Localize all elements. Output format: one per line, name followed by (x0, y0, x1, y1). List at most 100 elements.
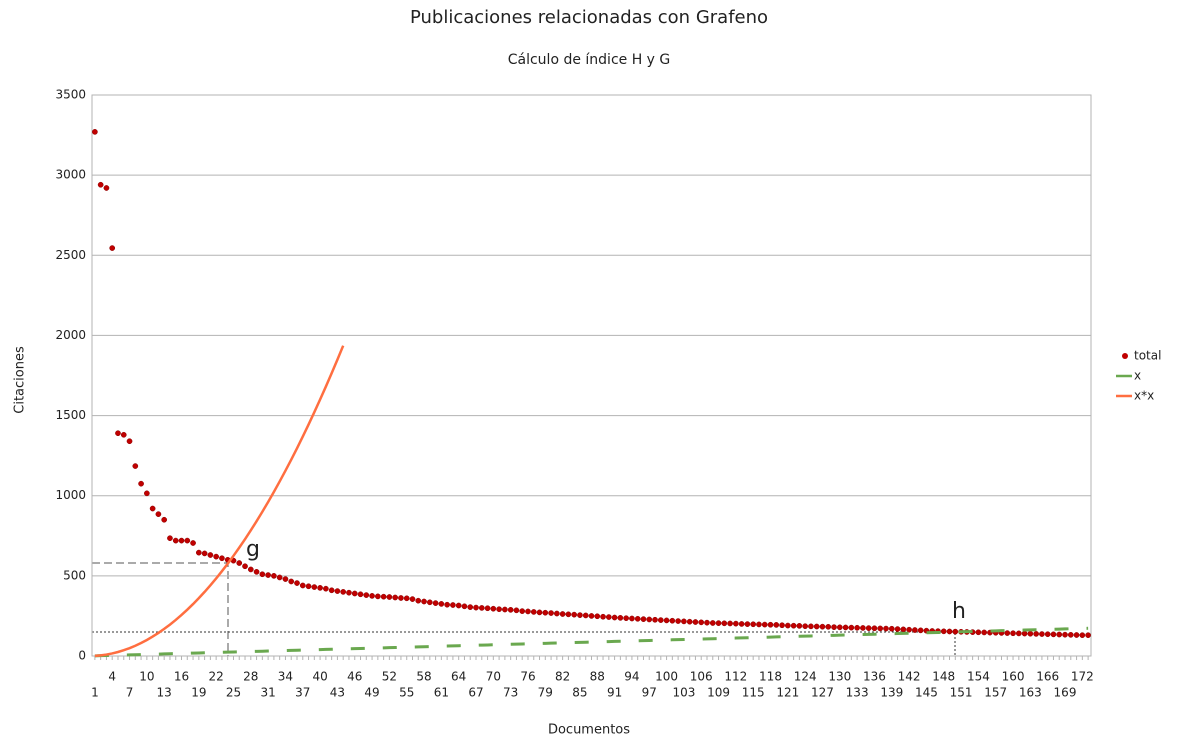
y-tick-label: 2000 (55, 328, 86, 342)
y-tick-label: 1500 (55, 408, 86, 422)
point (155, 511, 162, 517)
point (1027, 630, 1034, 637)
point (681, 618, 687, 625)
point (484, 605, 491, 612)
point (478, 605, 485, 611)
point (600, 613, 606, 620)
x-tick-label: 118 (759, 670, 782, 684)
point (860, 625, 866, 631)
point (432, 600, 439, 606)
x-tick-label: 19 (191, 686, 206, 700)
point (906, 626, 912, 633)
point (888, 625, 895, 632)
x-tick-label: 160 (1002, 670, 1025, 684)
point (201, 550, 208, 557)
point (525, 608, 531, 615)
point (357, 591, 364, 598)
point (952, 628, 959, 635)
point (721, 620, 728, 627)
point (190, 540, 196, 546)
x-tick-label: 28 (243, 670, 258, 684)
point (865, 625, 872, 631)
point (502, 606, 508, 613)
point (294, 580, 300, 586)
x-tick-label: 1 (91, 686, 99, 700)
x-tick-label: 91 (607, 686, 622, 700)
x-tick-label: 13 (157, 686, 172, 700)
point (236, 560, 243, 566)
point (415, 597, 422, 604)
point (715, 620, 722, 626)
x-tick-label: 142 (898, 670, 921, 684)
point (646, 616, 653, 623)
point (571, 611, 578, 618)
x-tick-label: 139 (880, 686, 903, 700)
point (900, 626, 907, 633)
y-tick-label: 2500 (55, 248, 86, 262)
point (363, 592, 370, 598)
point (450, 602, 456, 608)
point (617, 615, 624, 621)
x-tick-label: 46 (347, 670, 362, 684)
point (709, 620, 716, 626)
x-tick-label: 121 (776, 686, 799, 700)
point (790, 622, 797, 629)
series-line (94, 345, 345, 658)
x-tick-label: 37 (295, 686, 310, 700)
point (634, 615, 641, 622)
point (640, 616, 647, 622)
point (92, 129, 98, 135)
point (594, 613, 601, 620)
point (409, 596, 416, 602)
point (507, 606, 514, 613)
point (120, 431, 127, 438)
point (825, 623, 832, 630)
point (138, 480, 144, 487)
point (767, 621, 774, 628)
point (259, 571, 266, 578)
point (103, 185, 110, 191)
point (629, 615, 635, 622)
point (172, 537, 179, 544)
x-tick-label: 64 (451, 670, 466, 684)
point (1015, 630, 1022, 637)
x-tick-label: 40 (312, 670, 327, 684)
point (340, 589, 347, 595)
point (323, 585, 329, 592)
chart-title: Publicaciones relacionadas con Grafeno (410, 7, 768, 28)
point (490, 605, 497, 612)
point (917, 627, 924, 634)
point (704, 619, 710, 626)
point (305, 583, 312, 590)
point (149, 505, 156, 512)
point (1044, 631, 1051, 638)
x-tick-label: 103 (672, 686, 695, 700)
x-tick-label: 130 (828, 670, 851, 684)
point (577, 612, 583, 618)
point (981, 629, 988, 636)
point (109, 245, 116, 251)
point (877, 625, 884, 632)
point (686, 618, 693, 625)
x-tick-label: 61 (434, 686, 449, 700)
y-tick-label: 0 (78, 649, 86, 663)
point (299, 582, 306, 589)
point (784, 622, 791, 629)
point (836, 624, 843, 631)
point (871, 625, 878, 632)
x-tick-label: 52 (382, 670, 397, 684)
x-tick-label: 55 (399, 686, 414, 700)
x-tick-label: 7 (126, 686, 134, 700)
point (565, 611, 572, 618)
x-tick-label: 73 (503, 686, 518, 700)
point (554, 610, 560, 617)
annotation: g (246, 537, 260, 562)
y-tick-label: 3500 (55, 88, 86, 102)
y-tick-label: 3000 (55, 168, 86, 182)
x-tick-label: 166 (1036, 670, 1059, 684)
point (265, 572, 271, 578)
point (611, 614, 618, 621)
point (1004, 630, 1011, 636)
point (380, 593, 387, 600)
